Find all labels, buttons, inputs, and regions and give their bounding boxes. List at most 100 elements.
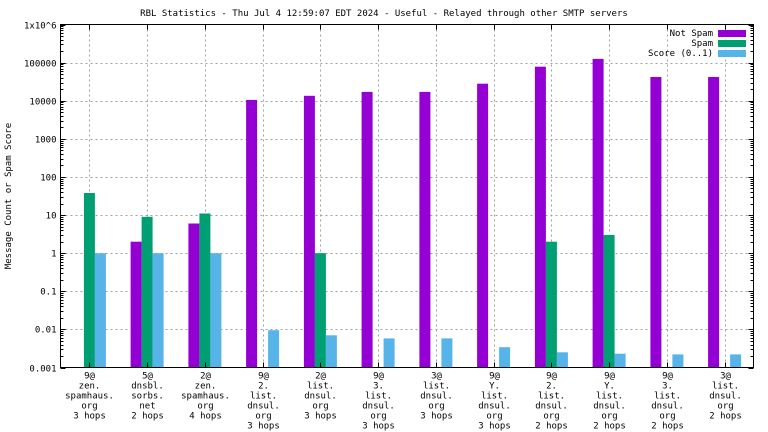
x-tick-label-line: 2 hops (535, 422, 568, 432)
x-tick-label-line: org (197, 402, 213, 412)
x-tick-label-line: dnsbl. (131, 382, 164, 392)
bar (210, 253, 222, 368)
bar (499, 347, 511, 368)
plot-frame (60, 24, 754, 368)
x-tick-label-line: dnsul. (420, 392, 453, 402)
x-tick-label-line: dnsul. (535, 402, 568, 412)
x-tick-label: 9@ 3. list. dnsul. org 3 hops (362, 372, 395, 432)
bar (141, 216, 153, 368)
x-tick-label-line: org (601, 412, 617, 422)
bar (650, 77, 662, 368)
x-tick-label-line: 2. (546, 382, 557, 392)
bars (83, 58, 742, 368)
x-tick-label-line: net (139, 402, 155, 412)
bar (94, 253, 106, 368)
x-tick-label-line: Y. (604, 382, 615, 392)
x-tick-label: 3@ list. dnsul. org 2 hops (709, 372, 742, 422)
y-axis-label: Message Count or Spam Score (4, 123, 14, 269)
x-tick-label-line: org (370, 412, 386, 422)
bar (556, 352, 568, 368)
bar (361, 91, 373, 368)
x-tick-label-line: 9@ (546, 372, 557, 382)
bar (708, 77, 720, 368)
chart-title: RBL Statistics - Thu Jul 4 12:59:07 EDT … (140, 9, 628, 19)
bar (603, 235, 615, 368)
bar (441, 338, 453, 368)
bar (419, 91, 431, 368)
x-tick-label-line: org (543, 412, 559, 422)
y-tick-label: 10000 (29, 98, 56, 108)
x-tick-label: 2@ zen. spamhaus. org 4 hops (181, 372, 230, 422)
x-tick-label-line: 5@ (142, 372, 153, 382)
x-tick-label-line: 9@ (604, 372, 615, 382)
bar (303, 95, 315, 368)
x-tick-label-line: 4 hops (189, 412, 222, 422)
bar (672, 354, 684, 368)
y-axis-ticks: 0.001 0.01 0.1 1 10 100 1000 10000 100000 1x10^6 (24, 22, 754, 375)
x-tick-label-line: list. (596, 392, 623, 402)
x-tick-label-line: spamhaus. (181, 392, 230, 402)
x-tick-label-line: 3@ (431, 372, 442, 382)
x-tick-label: 9@ zen. spamhaus. org 3 hops (65, 372, 114, 422)
bar (477, 83, 489, 368)
x-tick-label-line: dnsul. (304, 392, 337, 402)
x-tick-label-line: 3. (662, 382, 673, 392)
y-tick-label: 10 (46, 212, 57, 222)
legend-label: Score (0..1) (648, 49, 713, 59)
y-tick-label: 1 (51, 250, 56, 260)
x-tick-label-line: 3 hops (304, 412, 337, 422)
x-tick-label: 9@ 2. list. dnsul. org 3 hops (247, 372, 280, 432)
x-tick-label: 9@ 2. list. dnsul. org 2 hops (535, 372, 568, 432)
y-tick-label: 1x10^6 (24, 22, 57, 32)
x-tick-label-line: dnsul. (478, 402, 511, 412)
y-tick-label: 100 (40, 174, 56, 184)
x-tick-label-line: list. (365, 392, 392, 402)
y-tick-label: 1000 (35, 136, 57, 146)
x-tick-label-line: list. (423, 382, 450, 392)
bar (246, 99, 258, 368)
x-tick-label-line: Y. (489, 382, 500, 392)
bar (730, 354, 742, 368)
x-tick-label-line: 9@ (662, 372, 673, 382)
x-tick-label-line: list. (250, 392, 277, 402)
x-tick-label-line: 3. (373, 382, 384, 392)
x-tick-label-line: 3 hops (73, 412, 106, 422)
x-tick-label-line: org (81, 402, 97, 412)
x-tick-label: 2@ list. dnsul. org 3 hops (304, 372, 337, 422)
x-tick-label: 5@ dnsbl. sorbs. net 2 hops (131, 372, 164, 422)
x-axis-ticks: 9@ zen. spamhaus. org 3 hops 5@ dnsbl. sorbs. ne… (65, 24, 742, 432)
x-tick-label-line: list. (538, 392, 565, 402)
x-tick-label-line: dnsul. (247, 402, 280, 412)
bar (614, 353, 626, 368)
x-tick-label-line: spamhaus. (65, 392, 114, 402)
legend-swatch (718, 30, 746, 37)
x-tick-label-line: dnsul. (362, 402, 395, 412)
x-tick-label-line: 3 hops (420, 412, 453, 422)
bar (325, 335, 337, 368)
x-tick-label-line: 3@ (720, 372, 731, 382)
x-tick-label-line: list. (654, 392, 681, 402)
x-tick-label-line: dnsul. (709, 392, 742, 402)
x-tick-label-line: org (659, 412, 675, 422)
bar (592, 58, 604, 368)
bar (314, 253, 326, 368)
bar (268, 330, 280, 368)
x-tick-label-line: 2 hops (651, 422, 684, 432)
x-tick-label-line: list. (712, 382, 739, 392)
legend-label: Not Spam (670, 29, 713, 39)
x-tick-label-line: 9@ (373, 372, 384, 382)
bar (188, 223, 200, 368)
x-tick-label-line: 2 hops (709, 412, 742, 422)
x-tick-label-line: 9@ (84, 372, 95, 382)
x-tick-label-line: 2 hops (593, 422, 626, 432)
x-tick-label-line: org (717, 402, 733, 412)
x-tick-label: 9@ 3. list. dnsul. org 2 hops (651, 372, 684, 432)
legend-label: Spam (691, 39, 713, 49)
x-tick-label-line: 3 hops (478, 422, 511, 432)
x-tick-label: 3@ list. dnsul. org 3 hops (420, 372, 453, 422)
x-tick-label-line: list. (481, 392, 508, 402)
bar (83, 193, 95, 368)
y-tick-label: 0.001 (29, 365, 56, 375)
